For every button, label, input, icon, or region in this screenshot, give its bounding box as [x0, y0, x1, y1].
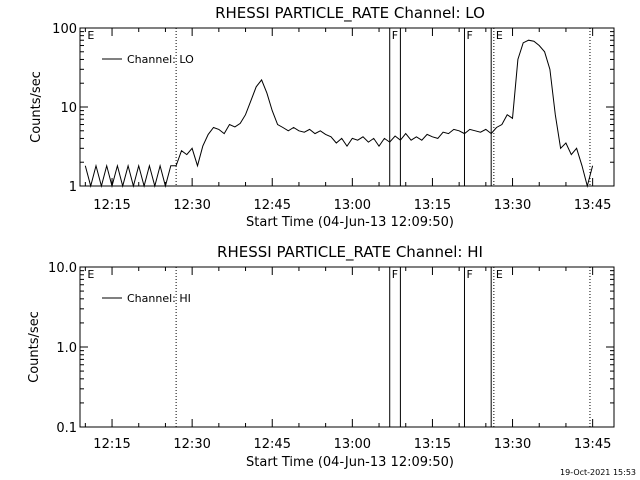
- x-tick-label: 12:15: [93, 437, 130, 452]
- marker-label: E: [87, 29, 94, 42]
- marker-label: E: [496, 29, 503, 42]
- marker-label: F: [466, 268, 472, 281]
- x-tick-label: 13:30: [494, 198, 531, 213]
- x-tick-label: 12:15: [93, 198, 130, 213]
- x-tick-label: 13:30: [494, 437, 531, 452]
- y-tick-label: 10: [60, 101, 77, 116]
- marker-label: E: [87, 268, 94, 281]
- y-axis-label: Counts/sec: [27, 311, 42, 383]
- y-tick-label: 1: [69, 180, 77, 195]
- marker-label: E: [496, 268, 503, 281]
- x-tick-label: 13:15: [414, 198, 451, 213]
- x-axis: 12:15 12:30 12:45 13:00 13:15 13:30 13:45: [84, 267, 611, 452]
- chart-title: RHESSI PARTICLE_RATE Channel: LO: [215, 4, 485, 23]
- panel-lo: RHESSI PARTICLE_RATE Channel: LO 110100 …: [29, 4, 615, 230]
- x-axis: 12:15 12:30 12:45 13:00 13:15 13:30 13:45: [84, 28, 611, 213]
- y-axis-label: Counts/sec: [29, 71, 44, 143]
- y-tick-label: 10.0: [48, 261, 77, 276]
- chart-title: RHESSI PARTICLE_RATE Channel: HI: [217, 243, 483, 262]
- x-tick-label: 12:30: [173, 198, 210, 213]
- legend-label: Channel: HI: [127, 292, 191, 305]
- x-tick-label: 13:00: [334, 437, 371, 452]
- x-tick-label: 13:45: [574, 198, 611, 213]
- y-axis: 0.1 1.0 10.0: [48, 261, 614, 436]
- panel-hi: RHESSI PARTICLE_RATE Channel: HI 0.1 1.0 1…: [27, 243, 615, 470]
- marker-label: F: [466, 29, 472, 42]
- x-tick-label: 13:15: [414, 437, 451, 452]
- legend: Channel: LO: [102, 53, 194, 66]
- plot-frame: [79, 27, 615, 187]
- y-tick-label: 0.1: [56, 421, 77, 436]
- marker-label: F: [392, 268, 398, 281]
- plot-frame: [79, 266, 615, 428]
- series-line-lo: [84, 39, 594, 188]
- x-tick-label: 12:45: [254, 198, 291, 213]
- y-axis: 1 10 100: [52, 22, 614, 195]
- x-tick-label: 13:00: [334, 198, 371, 213]
- x-tick-label: 12:30: [173, 437, 210, 452]
- marker-label: F: [392, 29, 398, 42]
- y-tick-label: 100: [52, 22, 77, 37]
- legend: Channel: HI: [102, 292, 191, 305]
- x-tick-label: 12:45: [254, 437, 291, 452]
- x-tick-label: 13:45: [574, 437, 611, 452]
- x-axis-label: Start Time (04-Jun-13 12:09:50): [246, 215, 454, 230]
- legend-label: Channel: LO: [127, 53, 194, 66]
- y-tick-label: 1.0: [56, 341, 77, 356]
- footer-date: 19-Oct-2021 15:53: [560, 468, 636, 477]
- x-axis-label: Start Time (04-Jun-13 12:09:50): [246, 455, 454, 470]
